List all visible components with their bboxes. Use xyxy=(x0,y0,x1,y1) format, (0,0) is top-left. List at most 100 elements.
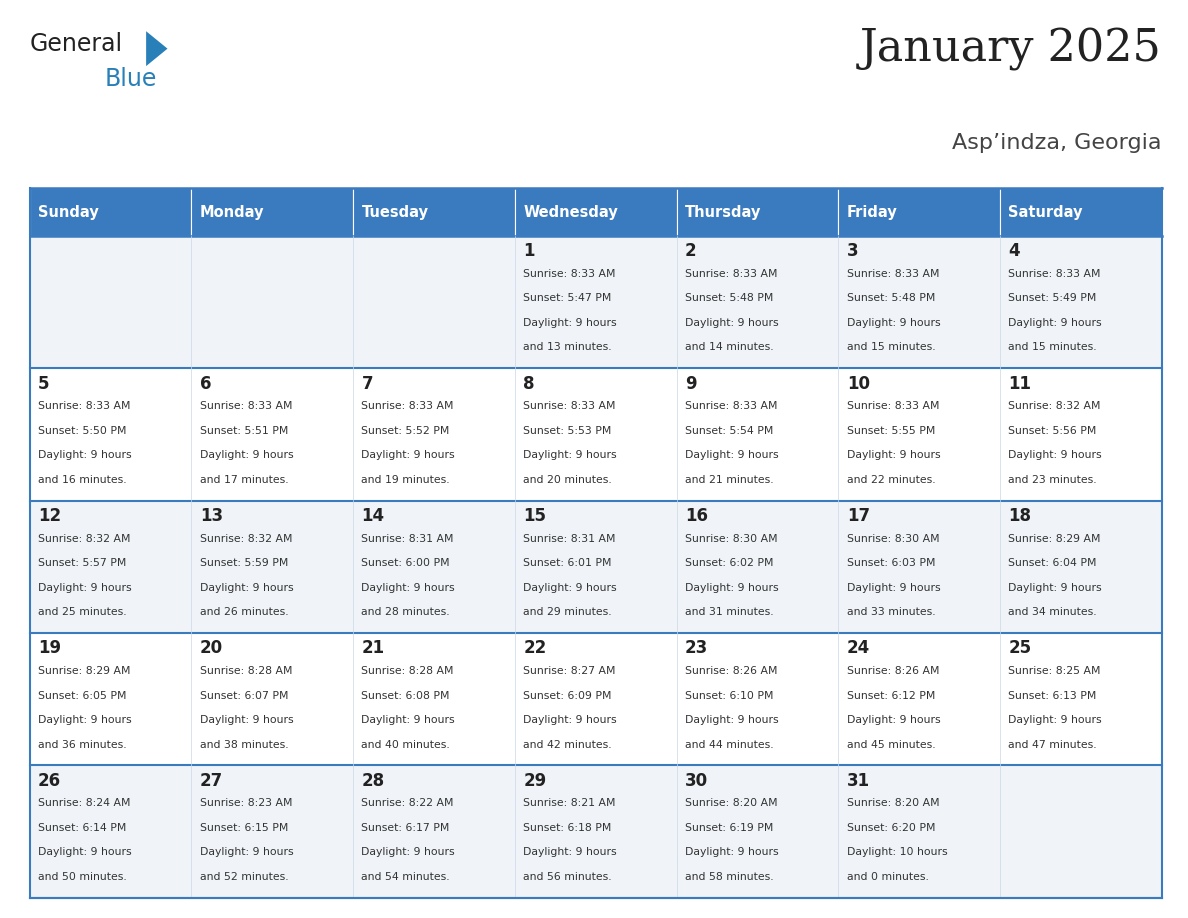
Text: and 19 minutes.: and 19 minutes. xyxy=(361,475,450,485)
Text: Daylight: 9 hours: Daylight: 9 hours xyxy=(200,847,293,857)
Text: 11: 11 xyxy=(1009,375,1031,393)
Text: Sunrise: 8:26 AM: Sunrise: 8:26 AM xyxy=(685,666,777,676)
Text: 7: 7 xyxy=(361,375,373,393)
Text: Daylight: 9 hours: Daylight: 9 hours xyxy=(523,847,617,857)
Text: and 45 minutes.: and 45 minutes. xyxy=(847,740,935,750)
Text: 5: 5 xyxy=(38,375,50,393)
Text: Sunrise: 8:25 AM: Sunrise: 8:25 AM xyxy=(1009,666,1101,676)
Bar xyxy=(1000,236,1162,368)
Text: and 17 minutes.: and 17 minutes. xyxy=(200,475,289,485)
Text: Sunset: 6:18 PM: Sunset: 6:18 PM xyxy=(523,823,612,833)
Text: and 42 minutes.: and 42 minutes. xyxy=(523,740,612,750)
Text: Daylight: 9 hours: Daylight: 9 hours xyxy=(361,451,455,460)
Text: and 38 minutes.: and 38 minutes. xyxy=(200,740,289,750)
Text: Sunday: Sunday xyxy=(38,205,99,219)
Bar xyxy=(191,633,353,766)
Text: 8: 8 xyxy=(523,375,535,393)
Text: and 20 minutes.: and 20 minutes. xyxy=(523,475,612,485)
Text: Sunset: 5:48 PM: Sunset: 5:48 PM xyxy=(847,294,935,304)
Text: Sunrise: 8:22 AM: Sunrise: 8:22 AM xyxy=(361,799,454,809)
Text: Sunset: 5:54 PM: Sunset: 5:54 PM xyxy=(685,426,773,436)
Text: Daylight: 9 hours: Daylight: 9 hours xyxy=(847,318,941,328)
Text: and 25 minutes.: and 25 minutes. xyxy=(38,607,127,617)
Bar xyxy=(839,766,1000,898)
Text: Monday: Monday xyxy=(200,205,264,219)
Text: 29: 29 xyxy=(523,772,546,789)
Text: Sunset: 6:12 PM: Sunset: 6:12 PM xyxy=(847,690,935,700)
Text: Sunset: 5:50 PM: Sunset: 5:50 PM xyxy=(38,426,126,436)
Text: 15: 15 xyxy=(523,507,546,525)
Text: and 56 minutes.: and 56 minutes. xyxy=(523,872,612,882)
Text: Daylight: 9 hours: Daylight: 9 hours xyxy=(200,583,293,593)
Text: Sunset: 6:20 PM: Sunset: 6:20 PM xyxy=(847,823,935,833)
Bar xyxy=(839,500,1000,633)
Text: Sunset: 5:57 PM: Sunset: 5:57 PM xyxy=(38,558,126,568)
Text: Sunrise: 8:27 AM: Sunrise: 8:27 AM xyxy=(523,666,615,676)
Text: 9: 9 xyxy=(685,375,696,393)
Text: Daylight: 9 hours: Daylight: 9 hours xyxy=(847,715,941,725)
Text: General: General xyxy=(30,32,122,56)
Text: and 44 minutes.: and 44 minutes. xyxy=(685,740,773,750)
Text: Sunset: 6:13 PM: Sunset: 6:13 PM xyxy=(1009,690,1097,700)
Bar xyxy=(353,188,514,236)
Text: Sunrise: 8:32 AM: Sunrise: 8:32 AM xyxy=(38,533,131,543)
Text: Sunset: 5:53 PM: Sunset: 5:53 PM xyxy=(523,426,612,436)
Text: Sunset: 6:07 PM: Sunset: 6:07 PM xyxy=(200,690,289,700)
Text: 1: 1 xyxy=(523,242,535,261)
Text: and 21 minutes.: and 21 minutes. xyxy=(685,475,773,485)
Text: Sunset: 6:02 PM: Sunset: 6:02 PM xyxy=(685,558,773,568)
Text: Sunrise: 8:32 AM: Sunrise: 8:32 AM xyxy=(200,533,292,543)
Bar xyxy=(30,500,191,633)
Text: Sunrise: 8:28 AM: Sunrise: 8:28 AM xyxy=(361,666,454,676)
Text: Sunrise: 8:33 AM: Sunrise: 8:33 AM xyxy=(38,401,131,411)
Text: Saturday: Saturday xyxy=(1009,205,1083,219)
Text: Sunrise: 8:26 AM: Sunrise: 8:26 AM xyxy=(847,666,940,676)
Text: and 29 minutes.: and 29 minutes. xyxy=(523,607,612,617)
Text: Daylight: 9 hours: Daylight: 9 hours xyxy=(38,847,132,857)
Text: Daylight: 9 hours: Daylight: 9 hours xyxy=(1009,318,1102,328)
Text: and 50 minutes.: and 50 minutes. xyxy=(38,872,127,882)
Text: Daylight: 9 hours: Daylight: 9 hours xyxy=(685,715,778,725)
Text: Sunrise: 8:20 AM: Sunrise: 8:20 AM xyxy=(685,799,778,809)
Text: Sunrise: 8:33 AM: Sunrise: 8:33 AM xyxy=(685,269,777,279)
Bar xyxy=(514,766,677,898)
Text: Sunrise: 8:30 AM: Sunrise: 8:30 AM xyxy=(847,533,940,543)
Bar xyxy=(191,766,353,898)
Text: 4: 4 xyxy=(1009,242,1020,261)
Text: 10: 10 xyxy=(847,375,870,393)
Text: Sunrise: 8:33 AM: Sunrise: 8:33 AM xyxy=(1009,269,1101,279)
Text: and 52 minutes.: and 52 minutes. xyxy=(200,872,289,882)
Text: Daylight: 9 hours: Daylight: 9 hours xyxy=(685,318,778,328)
Text: Sunset: 6:04 PM: Sunset: 6:04 PM xyxy=(1009,558,1097,568)
Text: 22: 22 xyxy=(523,640,546,657)
Bar xyxy=(1000,368,1162,500)
Text: Daylight: 9 hours: Daylight: 9 hours xyxy=(685,847,778,857)
Text: 18: 18 xyxy=(1009,507,1031,525)
Text: Daylight: 9 hours: Daylight: 9 hours xyxy=(1009,451,1102,460)
Bar xyxy=(1000,766,1162,898)
Text: and 47 minutes.: and 47 minutes. xyxy=(1009,740,1097,750)
Text: 28: 28 xyxy=(361,772,385,789)
Bar xyxy=(677,633,839,766)
Text: Wednesday: Wednesday xyxy=(523,205,618,219)
Bar xyxy=(677,766,839,898)
Text: 31: 31 xyxy=(847,772,870,789)
Bar xyxy=(839,633,1000,766)
Text: and 34 minutes.: and 34 minutes. xyxy=(1009,607,1097,617)
Text: Sunset: 5:48 PM: Sunset: 5:48 PM xyxy=(685,294,773,304)
Text: and 26 minutes.: and 26 minutes. xyxy=(200,607,289,617)
Text: 6: 6 xyxy=(200,375,211,393)
Text: Daylight: 9 hours: Daylight: 9 hours xyxy=(361,847,455,857)
Text: Sunset: 6:15 PM: Sunset: 6:15 PM xyxy=(200,823,289,833)
Bar xyxy=(1000,188,1162,236)
Bar xyxy=(514,368,677,500)
Text: Daylight: 9 hours: Daylight: 9 hours xyxy=(523,451,617,460)
Text: Sunset: 5:49 PM: Sunset: 5:49 PM xyxy=(1009,294,1097,304)
Text: Daylight: 9 hours: Daylight: 9 hours xyxy=(523,715,617,725)
Text: 13: 13 xyxy=(200,507,223,525)
Text: Sunrise: 8:30 AM: Sunrise: 8:30 AM xyxy=(685,533,778,543)
Bar xyxy=(191,236,353,368)
Bar xyxy=(30,188,191,236)
Text: January 2025: January 2025 xyxy=(860,28,1162,71)
Bar xyxy=(353,766,514,898)
